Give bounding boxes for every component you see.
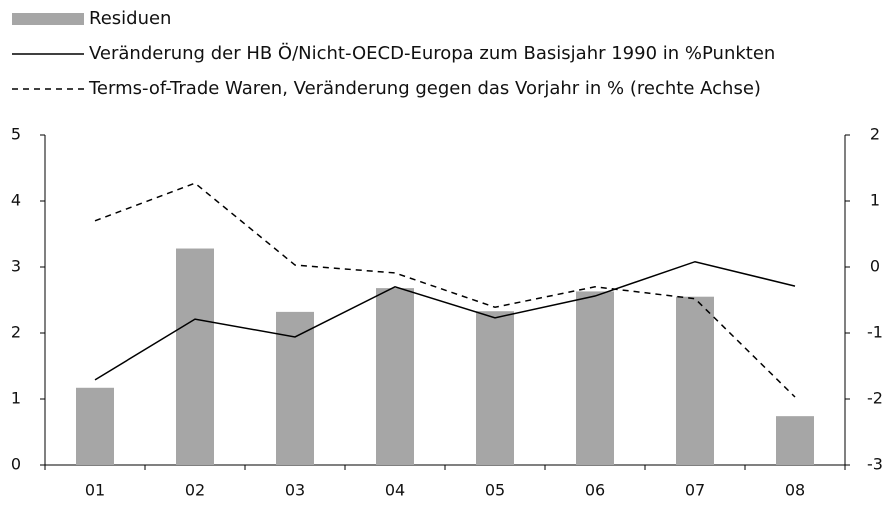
bar	[576, 291, 614, 465]
legend-label: Veränderung der HB Ö/Nicht-OECD-Europa z…	[89, 42, 775, 64]
bar	[476, 311, 514, 465]
y2-tick-label: 1	[870, 191, 880, 210]
bar	[676, 296, 714, 465]
x-tick-label: 03	[285, 481, 305, 500]
y-tick-label: 0	[11, 455, 21, 474]
y2-tick-label: 0	[870, 257, 880, 276]
y2-tick-label: 2	[870, 125, 880, 144]
x-tick-label: 01	[85, 481, 105, 500]
y2-tick-label: -2	[867, 389, 882, 408]
legend-swatch	[12, 13, 84, 25]
legend-label: Terms-of-Trade Waren, Veränderung gegen …	[88, 78, 761, 99]
dashed-line	[94, 182, 796, 398]
x-tick-label: 04	[385, 481, 405, 500]
bar	[76, 387, 114, 465]
y2-tick-label: -1	[867, 323, 882, 342]
bar	[376, 288, 414, 465]
x-tick-label: 08	[785, 481, 805, 500]
bar	[176, 248, 214, 465]
line	[94, 260, 796, 381]
y-tick-label: 3	[11, 257, 21, 276]
y2-tick-label: -3	[867, 455, 882, 474]
y-tick-label: 1	[11, 389, 21, 408]
y-tick-label: 2	[11, 323, 21, 342]
bar	[776, 416, 814, 465]
x-tick-label: 06	[585, 481, 605, 500]
y-tick-label: 5	[11, 125, 21, 144]
legend-label: Residuen	[89, 8, 171, 29]
y-tick-label: 4	[11, 191, 21, 210]
x-tick-label: 07	[685, 481, 705, 500]
x-tick-label: 05	[485, 481, 505, 500]
x-tick-label: 02	[185, 481, 205, 500]
